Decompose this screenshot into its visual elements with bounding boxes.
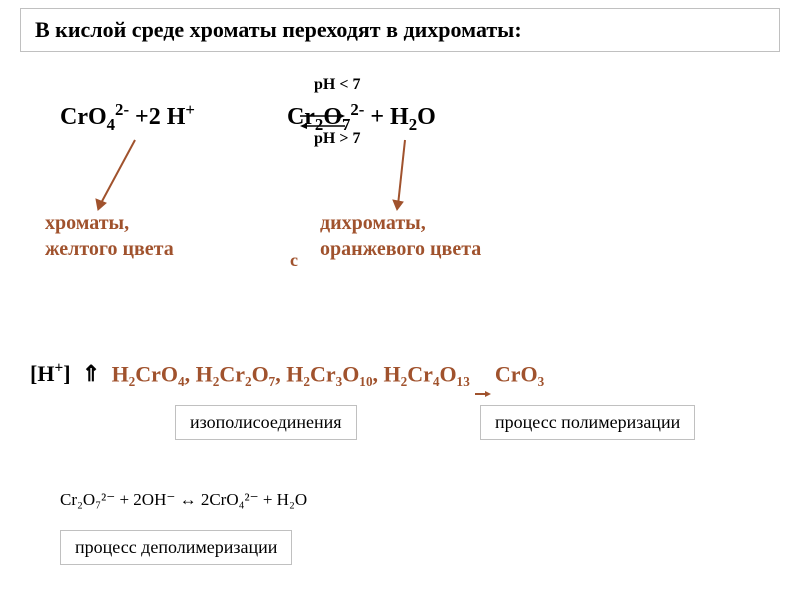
isopoly-label: изополисоединения <box>190 412 342 432</box>
title-text: В кислой среде хроматы переходят в дихро… <box>35 17 522 42</box>
chromate-label-line1: хроматы, <box>45 210 235 236</box>
dichromate-label-line1: дихроматы, <box>320 210 540 236</box>
depolymerization-label: процесс деполимеризации <box>75 537 277 557</box>
left-pointer-arrow-icon <box>90 135 150 215</box>
depolymerization-label-box: процесс деполимеризации <box>60 530 292 565</box>
series-prefix: [H+] <box>30 361 71 386</box>
series-tail: CrO₃ <box>495 361 544 386</box>
dichromate-label-line2: оранжевого цвета <box>320 236 540 262</box>
right-pointer-arrow-icon <box>390 135 450 215</box>
center-s-char: с <box>290 250 298 271</box>
eq-h2osub: 2 <box>409 115 417 134</box>
eq-plus1: +2 H <box>129 104 185 130</box>
chromate-label-line2: желтого цвета <box>45 236 235 262</box>
eq-plus2: + H <box>364 104 408 130</box>
depolymerization-equation: Cr₂O₇²⁻ + 2OH⁻ ↔ 2CrO₄²⁻ + H₂O <box>60 490 307 510</box>
series-arrow-icon: ⇑ <box>76 361 106 387</box>
eq-rhs-mid: O <box>323 104 342 130</box>
ph-top-label: pH < 7 <box>314 76 360 94</box>
main-equation: pH < 7 pH > 7 CrO42- +2 H+ Cr2O72- + H2O <box>60 100 760 135</box>
eq-rhs-pre: Cr <box>287 104 315 130</box>
polymerization-label-box: процесс полимеризации <box>480 405 695 440</box>
acid-series: [H+] ⇑ H₂CrO₄, H₂Cr₂O₇, H₂Cr₃O₁₀, H₂Cr₄O… <box>30 360 544 387</box>
eq-lhs-sub: 4 <box>107 115 115 134</box>
polymerization-label: процесс полимеризации <box>495 412 680 432</box>
dichromate-label: дихроматы, оранжевого цвета <box>320 210 540 262</box>
title-box: В кислой среде хроматы переходят в дихро… <box>20 8 780 52</box>
eq-lhs-sup: 2- <box>115 100 129 119</box>
eq-h2oend: O <box>417 104 436 130</box>
equation-text: CrO42- +2 H+ Cr2O72- + H2O <box>60 100 760 135</box>
eq-hsup: + <box>185 100 195 119</box>
series-items: H₂CrO₄, H₂Cr₂O₇, H₂Cr₃O₁₀, H₂Cr₄O₁₃ <box>112 361 470 386</box>
eq-rhs-sup: 2- <box>350 100 364 119</box>
eq-lhs: CrO <box>60 104 107 130</box>
chromate-label: хроматы, желтого цвета <box>45 210 235 262</box>
isopoly-label-box: изополисоединения <box>175 405 357 440</box>
